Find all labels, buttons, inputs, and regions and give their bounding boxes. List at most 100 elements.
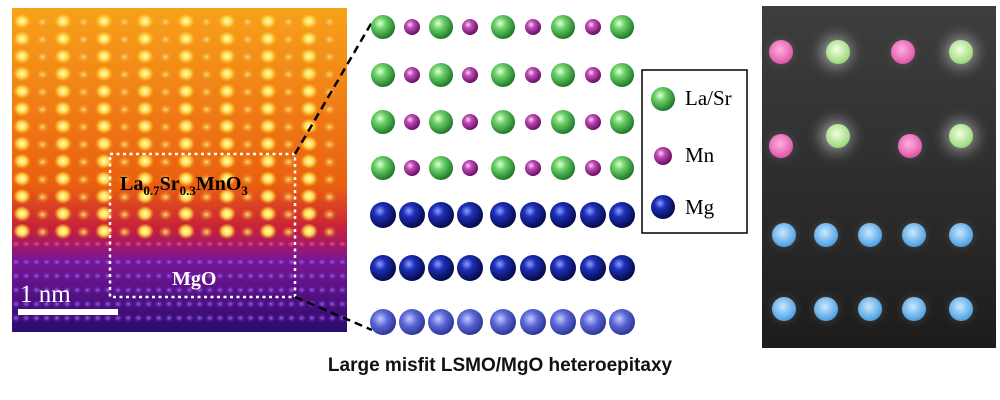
interface-column-dot <box>42 240 52 248</box>
interface-column-dot <box>123 240 133 248</box>
stem-column-dot <box>13 101 31 118</box>
mgo-column-dot <box>92 313 103 323</box>
stem-column-dot <box>240 16 255 28</box>
mg-atom <box>399 309 425 335</box>
stem-column-dot <box>199 121 214 133</box>
mgo-column-dot <box>296 313 307 323</box>
mgo-column-dot <box>215 285 225 295</box>
mgo-column-dot <box>204 257 215 267</box>
stem-column-dot <box>95 189 113 205</box>
mgo-column-dot <box>204 299 215 309</box>
mgo-column-dot <box>327 299 338 309</box>
stem-column-dot <box>218 101 236 118</box>
la-sr-atom <box>429 110 453 134</box>
stem-column-dot <box>218 84 236 100</box>
mgo-column-dot <box>92 257 103 267</box>
mgo-column-dot <box>194 257 205 267</box>
mgo-column-dot <box>11 299 21 309</box>
stem-column-dot <box>300 154 318 170</box>
mgo-column-dot <box>255 257 266 267</box>
interface-column-dot <box>317 240 327 248</box>
mg-atom <box>490 309 516 335</box>
mgo-column-dot <box>72 313 83 323</box>
stem-column-dot <box>76 191 91 203</box>
la-sr-atom <box>551 63 575 87</box>
mgo-column-dot <box>337 285 348 295</box>
mgo-column-dot <box>266 313 276 323</box>
mg-atom <box>428 309 454 335</box>
mgo-column-dot <box>184 285 195 295</box>
stem-column-dot <box>177 31 195 48</box>
mg-atom <box>580 202 606 228</box>
la-sr-atom <box>491 63 515 87</box>
mgo-column-dot <box>153 285 164 295</box>
mg-atom <box>550 202 576 228</box>
mgo-column-dot <box>225 313 236 323</box>
mgo-column-dot <box>82 257 93 267</box>
mgo-column-dot <box>51 299 62 309</box>
mg-atom <box>457 202 483 228</box>
stem-column-dot <box>13 66 31 83</box>
stem-column-dot <box>136 84 154 100</box>
la-sr-column-marker <box>826 124 850 148</box>
la-sr-column-marker <box>949 124 973 148</box>
stem-column-dot <box>322 138 337 151</box>
mg-atom <box>457 255 483 281</box>
stem-column-dot <box>117 68 132 81</box>
mgo-column-dot <box>153 257 164 267</box>
mgo-column-dot <box>72 299 83 309</box>
mgo-column-dot <box>92 271 103 281</box>
mgo-column-dot <box>62 257 72 267</box>
stem-column-dot <box>76 33 91 46</box>
stem-column-dot <box>35 191 50 203</box>
mg-atom <box>580 309 606 335</box>
stem-column-dot <box>240 156 255 168</box>
stem-column-dot <box>158 121 173 133</box>
mgo-column-dot <box>21 299 32 309</box>
mgo-column-dot <box>72 257 83 267</box>
stem-column-dot <box>158 33 173 46</box>
legend-mn-swatch <box>654 147 672 165</box>
mgo-column-dot <box>123 299 134 309</box>
mg-column-marker <box>772 223 796 247</box>
mgo-column-dot <box>215 257 225 267</box>
stem-column-dot <box>281 33 296 46</box>
stem-column-dot <box>281 103 296 116</box>
mg-column-marker <box>814 297 838 321</box>
stem-column-dot <box>136 136 154 153</box>
stem-column-dot <box>136 224 154 240</box>
la-sr-atom <box>491 15 515 39</box>
stem-column-dot <box>259 154 277 170</box>
mg-atom <box>428 255 454 281</box>
stem-column-dot <box>300 119 318 135</box>
stem-column-dot <box>300 31 318 48</box>
stem-column-dot <box>300 189 318 205</box>
stem-column-dot <box>76 208 91 221</box>
stem-column-dot <box>322 86 337 98</box>
stem-column-dot <box>259 14 277 30</box>
stem-column-dot <box>13 206 31 223</box>
mgo-column-dot <box>276 299 287 309</box>
interface-column-dot <box>195 240 205 248</box>
stem-column-dot <box>177 206 195 223</box>
mgo-column-dot <box>184 299 195 309</box>
stem-column-dot <box>300 136 318 153</box>
interface-column-dot <box>266 240 276 248</box>
mg-column-marker <box>772 297 796 321</box>
mgo-column-dot <box>41 257 52 267</box>
stem-column-dot <box>199 103 214 116</box>
stem-column-dot <box>117 138 132 151</box>
mgo-column-dot <box>92 285 103 295</box>
interface-column-dot <box>164 240 174 248</box>
interface-column-dot <box>21 240 31 248</box>
stem-column-dot <box>136 49 154 65</box>
la-sr-column-marker <box>949 40 973 64</box>
mg-column-marker <box>902 297 926 321</box>
stem-column-dot <box>199 68 214 81</box>
mgo-column-dot <box>337 271 348 281</box>
mgo-column-dot <box>143 299 154 309</box>
stem-column-dot <box>136 189 154 205</box>
mgo-column-dot <box>92 299 103 309</box>
stem-atomic-columns <box>11 14 348 323</box>
stem-column-dot <box>54 154 72 170</box>
